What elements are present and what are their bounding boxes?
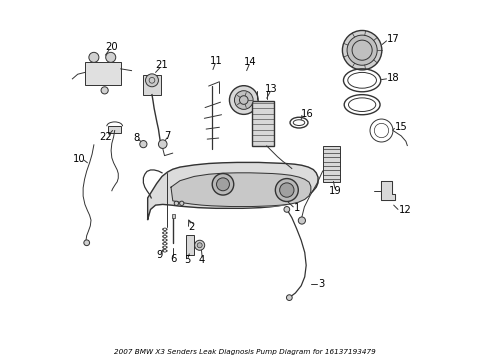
Circle shape <box>212 174 233 195</box>
Text: 17: 17 <box>386 35 399 44</box>
Circle shape <box>298 217 305 224</box>
Circle shape <box>174 201 178 206</box>
Text: 4: 4 <box>199 255 205 265</box>
Circle shape <box>89 52 99 62</box>
Text: 14: 14 <box>243 57 256 67</box>
Circle shape <box>83 240 89 246</box>
Circle shape <box>229 86 258 114</box>
Circle shape <box>158 140 167 148</box>
Text: 12: 12 <box>398 206 410 216</box>
Circle shape <box>286 295 292 301</box>
Circle shape <box>234 91 253 109</box>
Bar <box>142 75 161 95</box>
Circle shape <box>179 201 183 206</box>
Bar <box>85 62 121 85</box>
Bar <box>186 234 193 255</box>
Text: 22: 22 <box>99 132 111 142</box>
Circle shape <box>346 35 376 65</box>
Circle shape <box>145 74 158 87</box>
Bar <box>108 126 121 133</box>
Circle shape <box>197 243 202 248</box>
Polygon shape <box>147 162 317 220</box>
Text: 2007 BMW X3 Senders Leak Diagnosis Pump Diagram for 16137193479: 2007 BMW X3 Senders Leak Diagnosis Pump … <box>113 349 375 355</box>
Bar <box>252 101 273 146</box>
Text: 9: 9 <box>156 250 162 260</box>
Text: 18: 18 <box>386 73 399 83</box>
Circle shape <box>275 179 298 202</box>
Circle shape <box>194 240 204 250</box>
Text: 15: 15 <box>394 122 407 132</box>
Polygon shape <box>380 181 394 201</box>
Text: 11: 11 <box>209 56 222 66</box>
Bar <box>322 146 339 182</box>
Bar <box>171 214 175 218</box>
Circle shape <box>284 207 289 212</box>
Text: 19: 19 <box>328 186 341 196</box>
Circle shape <box>216 178 229 191</box>
Text: 6: 6 <box>170 254 176 264</box>
Text: 16: 16 <box>301 109 313 119</box>
Circle shape <box>140 140 147 148</box>
Circle shape <box>101 87 108 94</box>
Circle shape <box>279 183 293 197</box>
Polygon shape <box>171 173 310 207</box>
Text: 5: 5 <box>183 255 190 265</box>
Text: 2: 2 <box>188 222 194 232</box>
Text: 13: 13 <box>264 84 277 94</box>
Text: 3: 3 <box>318 279 324 289</box>
Text: 1: 1 <box>293 203 300 213</box>
Circle shape <box>342 31 381 70</box>
Text: 21: 21 <box>155 60 167 70</box>
Text: 20: 20 <box>104 42 117 52</box>
Text: 8: 8 <box>133 133 139 143</box>
Circle shape <box>105 52 116 62</box>
Text: 10: 10 <box>72 154 85 164</box>
Text: 7: 7 <box>164 131 170 140</box>
